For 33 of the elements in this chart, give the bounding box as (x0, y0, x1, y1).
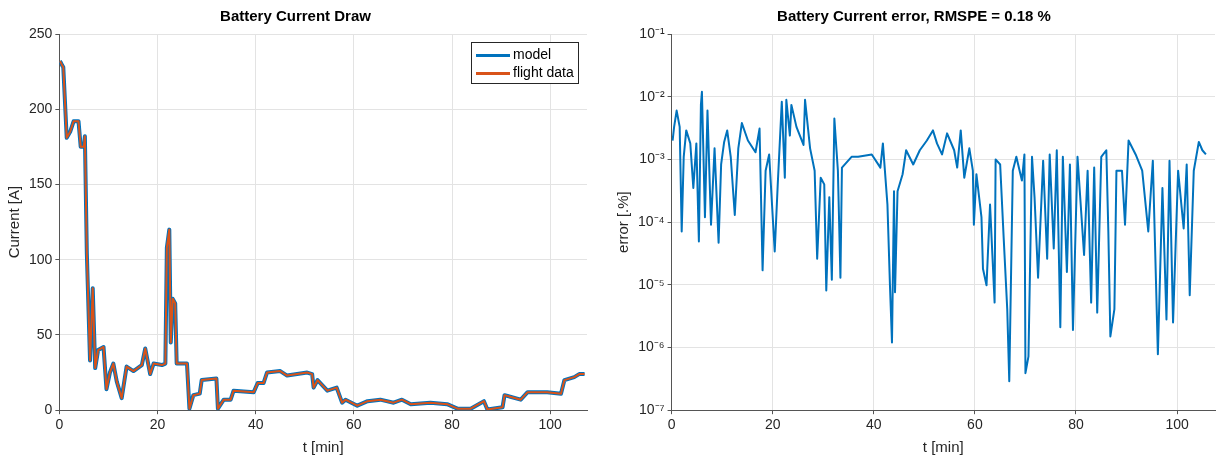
y-tick-label: 150 (29, 175, 53, 192)
x-tick-label: 100 (1165, 416, 1189, 433)
legend-label: model (513, 46, 552, 62)
y-tick-label: 100 (29, 250, 53, 267)
y-axis-title: Current [A] (5, 185, 23, 259)
x-tick-label: 60 (967, 416, 983, 433)
x-tick-label: 80 (444, 416, 461, 433)
x-tick-label: 100 (538, 416, 563, 433)
x-tick-label: 40 (866, 416, 882, 433)
y-tick-label: 0 (44, 401, 53, 418)
chart-title: Battery Current error, RMSPE = 0.18 % (777, 7, 1051, 25)
y-tick-label: 10⁻⁶ (638, 338, 665, 355)
y-tick-label: 10⁻⁵ (638, 275, 665, 292)
x-tick-label: 0 (55, 416, 64, 433)
y-tick-label: 10⁻³ (639, 150, 665, 167)
chart-title: Battery Current Draw (220, 7, 372, 25)
x-axis-title: t [min] (302, 438, 344, 456)
y-tick-label: 10⁻¹ (639, 24, 665, 41)
y-tick-label: 10⁻⁴ (637, 212, 665, 229)
y-tick-label: 10⁻² (639, 87, 665, 104)
x-axis-title: t [min] (922, 438, 964, 456)
y-tick-label: 50 (36, 325, 53, 342)
x-tick-label: 60 (346, 416, 362, 433)
y-tick-label: 200 (29, 100, 53, 117)
x-tick-label: 20 (764, 416, 781, 433)
x-tick-label: 0 (667, 416, 676, 433)
x-tick-label: 80 (1068, 416, 1084, 433)
legend-label: flight data (513, 64, 574, 80)
y-tick-label: 250 (29, 24, 53, 41)
y-tick-label: 10⁻⁷ (638, 401, 665, 418)
x-tick-label: 40 (247, 416, 264, 433)
x-tick-label: 20 (149, 416, 166, 433)
y-axis-title: error [.%] (614, 191, 632, 253)
